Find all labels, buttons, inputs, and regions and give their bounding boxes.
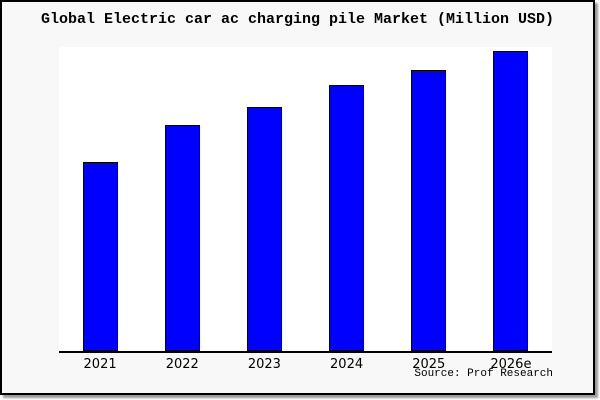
x-tick-label: 2021 [83,357,117,372]
bar-2023 [246,107,282,351]
bar-2026e [493,51,529,351]
x-tick-label: 2024 [330,357,364,372]
x-tick-label: 2025 [412,357,446,372]
plot-area [59,47,552,353]
x-axis-labels: 2021 2022 2023 2024 2025 2026e [59,357,552,373]
bar-2021 [82,162,118,351]
x-tick-label: 2023 [247,357,281,372]
x-tick-label: 2022 [165,357,199,372]
chart-card: Global Electric car ac charging pile Mar… [0,0,595,395]
source-credit: Source: Prof Research [414,368,553,380]
bar-2024 [329,85,365,351]
bar-2025 [411,70,447,351]
chart-title: Global Electric car ac charging pile Mar… [40,11,555,28]
x-tick-label: 2026e [490,357,532,372]
bar-2022 [164,125,200,351]
